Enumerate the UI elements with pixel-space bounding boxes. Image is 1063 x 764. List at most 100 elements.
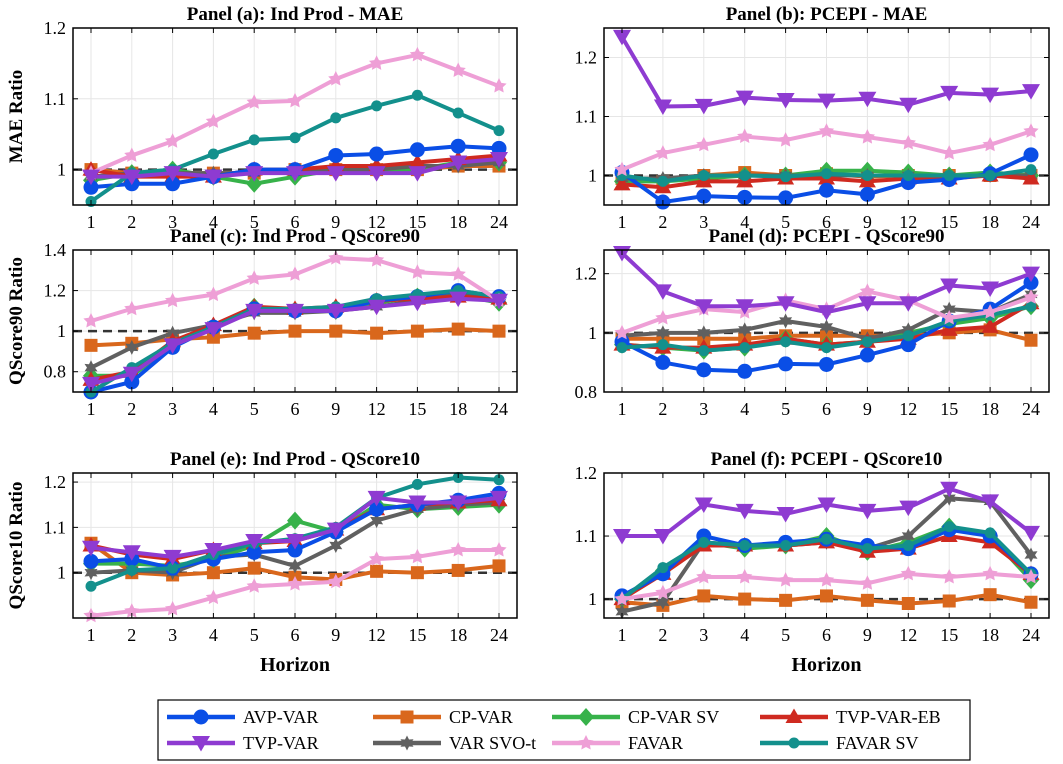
data-point (492, 559, 506, 573)
panel-title: Panel (f): PCEPI - QScore10 (711, 449, 943, 470)
data-point (818, 123, 835, 138)
x-tick-label: 5 (250, 625, 259, 645)
data-point (983, 588, 997, 602)
legend-marker (192, 736, 210, 752)
data-point (817, 305, 836, 321)
y-tick-label: 1.1 (575, 107, 598, 127)
x-tick-label: 1 (87, 399, 96, 419)
data-point (286, 166, 304, 182)
data-point (450, 62, 466, 77)
data-point (861, 170, 873, 181)
legend-entry-cp-var-sv: CP-VAR SV (552, 707, 719, 727)
data-point (943, 170, 955, 181)
y-tick-label: 1 (588, 323, 597, 343)
x-tick-label: 2 (127, 625, 136, 645)
series-group (82, 46, 508, 207)
panel-title: Panel (a): Ind Prod - MAE (187, 4, 404, 25)
data-point (450, 266, 466, 281)
data-point (204, 543, 223, 559)
data-point (655, 310, 671, 325)
legend-label: TVP-VAR (243, 733, 319, 753)
data-point (1024, 595, 1038, 609)
x-tick-label: 3 (699, 399, 708, 419)
data-point (1023, 569, 1039, 584)
data-point (616, 342, 628, 354)
data-point (820, 319, 833, 335)
data-point (449, 155, 468, 172)
y-axis-label: MAE Ratio (6, 70, 27, 163)
data-point (941, 569, 957, 584)
data-point (246, 174, 263, 193)
data-point (941, 310, 957, 325)
data-point (326, 522, 345, 539)
data-point (859, 283, 876, 298)
legend-entry-cp-var: CP-VAR (373, 707, 513, 727)
data-point (735, 299, 754, 315)
data-point (981, 87, 1000, 104)
y-tick-label: 0.8 (575, 382, 598, 402)
x-tick-label: 6 (822, 625, 831, 645)
data-point (288, 558, 302, 574)
data-point (368, 551, 385, 566)
data-point (83, 313, 99, 328)
data-point (163, 338, 182, 354)
data-point (326, 166, 345, 182)
data-point (449, 495, 468, 511)
data-point (288, 324, 302, 338)
y-axis-label: QScore90 Ratio (6, 257, 27, 385)
x-tick-label: 1 (618, 625, 627, 645)
data-point (1025, 164, 1037, 176)
data-point (1022, 84, 1040, 100)
data-point (126, 564, 138, 576)
y-tick-label: 1.2 (575, 264, 598, 284)
data-point (82, 540, 100, 557)
data-point (328, 147, 344, 163)
x-tick-label: 9 (331, 212, 340, 232)
x-tick-label: 9 (863, 625, 872, 645)
data-point (367, 166, 386, 182)
x-tick-label: 15 (940, 625, 958, 645)
data-point (657, 562, 669, 574)
panel-title: Panel (c): Ind Prod - QScore90 (170, 226, 420, 247)
series-group (82, 472, 508, 623)
data-point (164, 600, 181, 616)
data-point (449, 291, 468, 308)
data-point (370, 326, 384, 340)
data-point (367, 490, 386, 507)
data-point (122, 545, 141, 561)
data-point (984, 527, 996, 539)
x-tick-label: 15 (408, 212, 426, 232)
data-point (737, 128, 753, 144)
x-tick-label: 3 (699, 625, 708, 645)
y-tick-label: 1.2 (44, 281, 67, 301)
data-point (408, 295, 427, 312)
data-point (410, 566, 424, 580)
data-point (982, 136, 998, 152)
data-point (371, 100, 383, 112)
x-tick-label: 6 (291, 399, 300, 419)
x-tick-label: 24 (1022, 212, 1040, 232)
data-point (694, 98, 713, 115)
legend-label: VAR SVO-t (449, 733, 536, 753)
data-point (490, 490, 508, 507)
data-point (205, 589, 222, 605)
y-axis-label: QScore10 Ratio (6, 482, 27, 610)
data-point (493, 474, 505, 486)
data-point (614, 161, 630, 177)
series-favar (83, 542, 507, 623)
y-tick-label: 1 (57, 160, 66, 180)
data-point (820, 589, 833, 603)
x-tick-label: 4 (209, 625, 218, 645)
x-tick-label: 1 (618, 399, 627, 419)
data-point (655, 354, 671, 370)
data-point (330, 112, 342, 124)
data-point (696, 188, 712, 204)
y-tick-label: 1 (57, 563, 66, 583)
data-point (942, 594, 956, 608)
data-point (82, 376, 100, 393)
data-point (696, 362, 712, 378)
x-tick-label: 12 (368, 625, 386, 645)
data-point (778, 190, 794, 206)
data-point (738, 592, 752, 606)
